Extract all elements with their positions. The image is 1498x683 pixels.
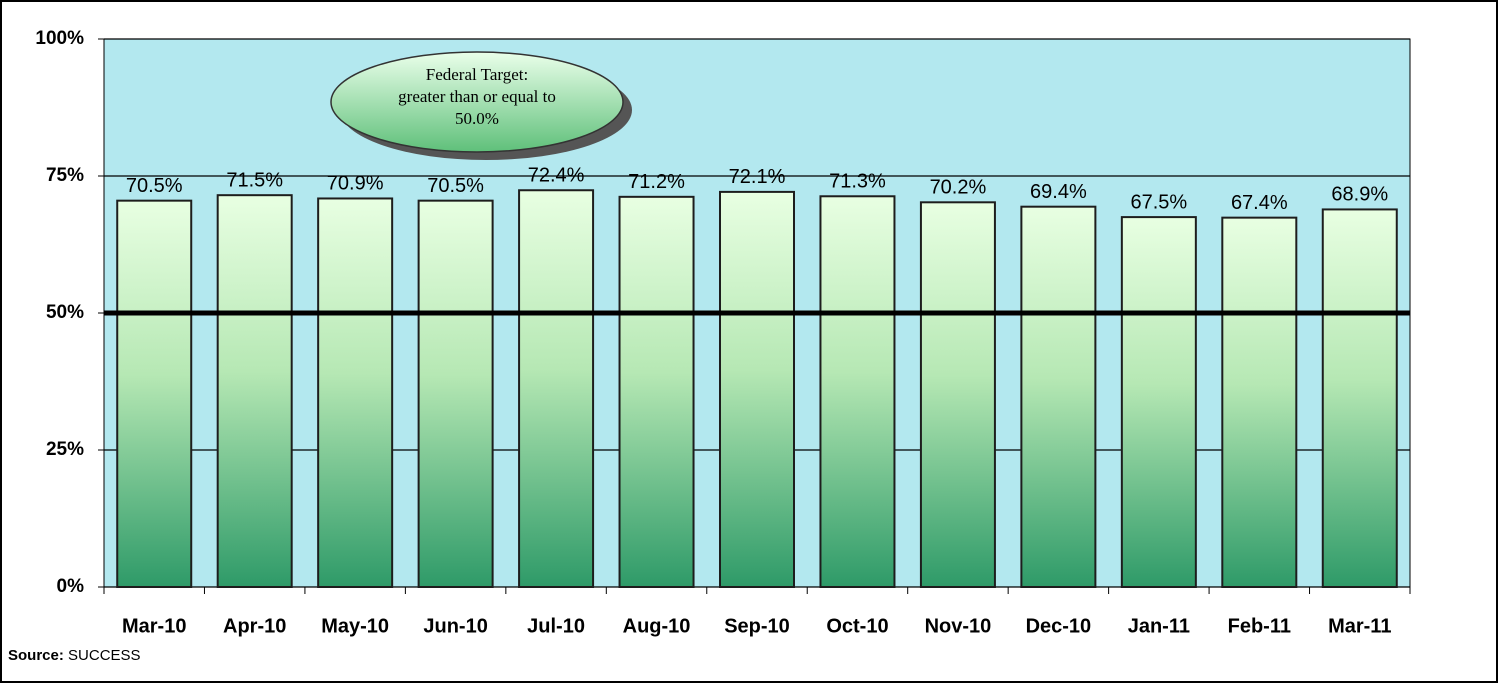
annotation-text: 50.0% xyxy=(455,109,499,128)
y-tick-label: 25% xyxy=(46,439,84,460)
annotation-bubble xyxy=(330,51,624,153)
value-label: 72.4% xyxy=(528,165,585,187)
x-tick-label: Jun-10 xyxy=(423,615,487,637)
bar xyxy=(1120,216,1197,588)
value-label: 70.5% xyxy=(126,175,183,197)
value-label: 70.5% xyxy=(427,175,484,197)
bar xyxy=(618,195,695,588)
bar xyxy=(719,190,795,588)
value-label: 68.9% xyxy=(1331,184,1388,206)
x-tick-label: Aug-10 xyxy=(623,615,691,637)
value-label: 70.2% xyxy=(930,177,987,199)
y-tick-label: 50% xyxy=(46,302,84,323)
bar xyxy=(1221,216,1298,588)
source-text: SUCCESS xyxy=(68,647,141,664)
x-tick-label: May-10 xyxy=(321,615,389,637)
y-tick-label: 0% xyxy=(57,576,85,597)
y-tick-label: 75% xyxy=(46,165,84,186)
bar xyxy=(116,199,193,588)
value-label: 67.4% xyxy=(1231,192,1288,214)
value-label: 69.4% xyxy=(1030,181,1087,203)
x-tick-label: Dec-10 xyxy=(1026,615,1092,637)
bar xyxy=(819,195,896,588)
x-tick-label: Oct-10 xyxy=(826,615,888,637)
y-tick-label: 100% xyxy=(35,28,84,49)
x-tick-label: Mar-10 xyxy=(122,615,186,637)
value-label: 71.5% xyxy=(226,169,283,191)
x-tick-label: Sep-10 xyxy=(724,615,790,637)
bar xyxy=(417,199,494,588)
value-label: 71.3% xyxy=(829,171,886,193)
annotation-text: Federal Target: xyxy=(426,65,529,84)
x-tick-label: Jan-11 xyxy=(1128,615,1190,637)
value-label: 70.9% xyxy=(327,173,384,195)
annotation-text: greater than or equal to xyxy=(398,87,556,106)
bar xyxy=(518,189,595,589)
bar xyxy=(317,197,394,589)
x-tick-label: Nov-10 xyxy=(925,615,992,637)
bar xyxy=(919,201,996,589)
x-tick-label: Mar-11 xyxy=(1328,615,1391,637)
bar xyxy=(216,194,293,588)
bar xyxy=(1020,205,1097,589)
value-label: 72.1% xyxy=(729,166,786,188)
bar xyxy=(1321,208,1398,588)
x-tick-label: Apr-10 xyxy=(223,615,286,637)
value-label: 67.5% xyxy=(1130,191,1187,213)
source: Source: SUCCESS xyxy=(8,647,141,664)
x-tick-label: Feb-11 xyxy=(1228,615,1291,637)
x-tick-label: Jul-10 xyxy=(527,615,585,637)
value-label: 71.2% xyxy=(628,171,685,193)
source-label: Source: xyxy=(8,647,64,664)
